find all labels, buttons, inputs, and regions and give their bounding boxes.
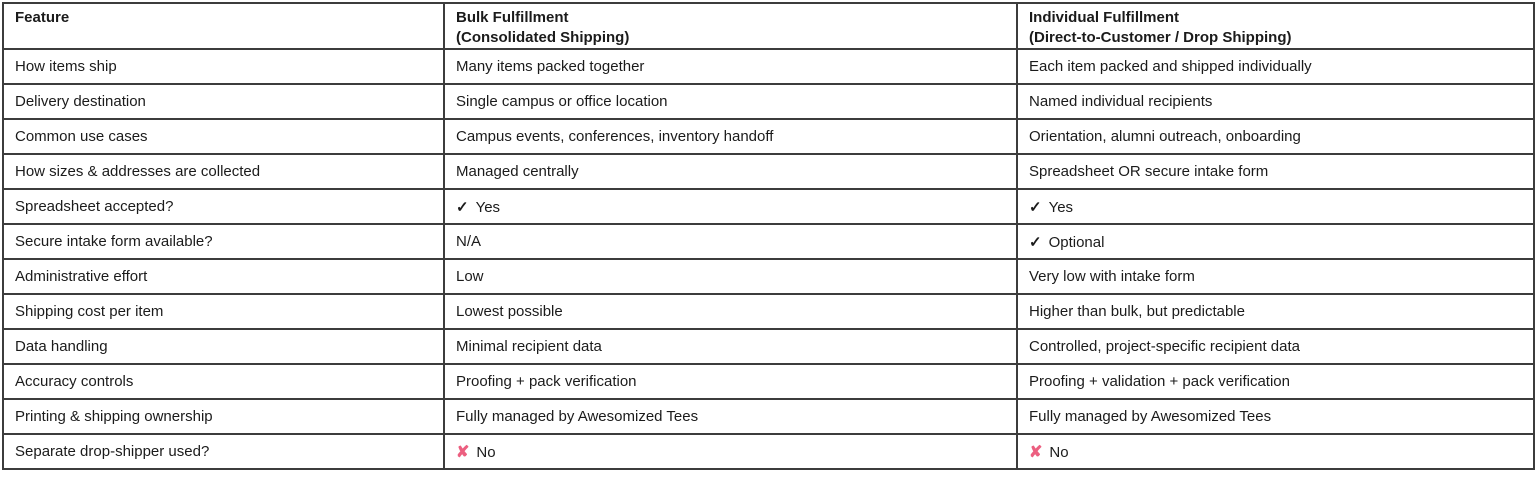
column-header-bulk-fulfillment: Bulk Fulfillment (Consolidated Shipping) xyxy=(443,2,1018,50)
bulk-cell: Many items packed together xyxy=(443,48,1018,85)
cell-text: No xyxy=(1049,443,1069,461)
cell-text: Managed centrally xyxy=(456,163,579,180)
cell-text: Low xyxy=(456,268,484,285)
feature-cell: How items ship xyxy=(2,48,445,85)
cross-icon: ✘ xyxy=(456,443,470,461)
individual-cell: Each item packed and shipped individuall… xyxy=(1016,48,1535,85)
bulk-cell: Managed centrally xyxy=(443,153,1018,190)
cell-text: Controlled, project-specific recipient d… xyxy=(1029,338,1300,355)
feature-label: Printing & shipping ownership xyxy=(15,408,213,425)
feature-cell: Data handling xyxy=(2,328,445,365)
cell-text: Fully managed by Awesomized Tees xyxy=(1029,408,1272,425)
cell-text: Lowest possible xyxy=(456,303,563,320)
feature-label: Accuracy controls xyxy=(15,373,134,390)
bulk-cell: Low xyxy=(443,258,1018,295)
header-row: Feature Bulk Fulfillment (Consolidated S… xyxy=(2,2,1535,50)
check-icon: ✓ xyxy=(1029,233,1042,251)
feature-cell: Spreadsheet accepted? xyxy=(2,188,445,225)
bulk-cell: Minimal recipient data xyxy=(443,328,1018,365)
cell-text: Campus events, conferences, inventory ha… xyxy=(456,128,774,145)
feature-cell: Printing & shipping ownership xyxy=(2,398,445,435)
individual-cell: Proofing + validation + pack verificatio… xyxy=(1016,363,1535,400)
cell-text: Higher than bulk, but predictable xyxy=(1029,303,1245,320)
table-row: Printing & shipping ownership Fully manag… xyxy=(2,398,1535,435)
table-row: Delivery destination Single campus or off… xyxy=(2,83,1535,120)
column-header-label: Bulk Fulfillment xyxy=(456,9,569,26)
individual-cell: Fully managed by Awesomized Tees xyxy=(1016,398,1535,435)
bulk-cell: Campus events, conferences, inventory ha… xyxy=(443,118,1018,155)
individual-cell: Spreadsheet OR secure intake form xyxy=(1016,153,1535,190)
feature-label: Common use cases xyxy=(15,128,148,145)
cell-text: Optional xyxy=(1048,233,1105,251)
cell-text: Spreadsheet OR secure intake form xyxy=(1029,163,1269,180)
individual-cell: Very low with intake form xyxy=(1016,258,1535,295)
cell-text: Yes xyxy=(1048,198,1074,216)
feature-label: How sizes & addresses are collected xyxy=(15,163,261,180)
feature-label: How items ship xyxy=(15,58,117,75)
cell-text: Minimal recipient data xyxy=(456,338,602,355)
feature-label: Delivery destination xyxy=(15,93,146,110)
cell-text: Named individual recipients xyxy=(1029,93,1213,110)
column-header-sublabel: (Consolidated Shipping) xyxy=(456,29,630,46)
feature-cell: Separate drop-shipper used? xyxy=(2,433,445,470)
bulk-cell: Lowest possible xyxy=(443,293,1018,330)
table-row: How sizes & addresses are collected Manag… xyxy=(2,153,1535,190)
bulk-cell: N/A xyxy=(443,223,1018,260)
individual-cell: Higher than bulk, but predictable xyxy=(1016,293,1535,330)
feature-cell: Secure intake form available? xyxy=(2,223,445,260)
bulk-cell: Fully managed by Awesomized Tees xyxy=(443,398,1018,435)
individual-cell: ✓ Optional xyxy=(1016,223,1535,260)
feature-label: Spreadsheet accepted? xyxy=(15,198,174,215)
feature-cell: Accuracy controls xyxy=(2,363,445,400)
cell-text: Proofing + validation + pack verificatio… xyxy=(1029,373,1290,390)
table-row: Common use cases Campus events, conferenc… xyxy=(2,118,1535,155)
bulk-cell: Proofing + pack verification xyxy=(443,363,1018,400)
bulk-cell: Single campus or office location xyxy=(443,83,1018,120)
check-icon: ✓ xyxy=(456,198,469,216)
table-row: Shipping cost per item Lowest possible Hig… xyxy=(2,293,1535,330)
cell-text: No xyxy=(476,443,496,461)
feature-cell: How sizes & addresses are collected xyxy=(2,153,445,190)
table-row: Separate drop-shipper used? ✘ No ✘ No xyxy=(2,433,1535,470)
feature-label: Separate drop-shipper used? xyxy=(15,443,210,460)
bulk-cell: ✘ No xyxy=(443,433,1018,470)
cell-text: N/A xyxy=(456,233,482,250)
cell-text: Each item packed and shipped individuall… xyxy=(1029,58,1312,75)
feature-label: Shipping cost per item xyxy=(15,303,164,320)
bulk-cell: ✓ Yes xyxy=(443,188,1018,225)
feature-label: Data handling xyxy=(15,338,108,355)
feature-cell: Common use cases xyxy=(2,118,445,155)
cell-text: Very low with intake form xyxy=(1029,268,1195,285)
individual-cell: Orientation, alumni outreach, onboarding xyxy=(1016,118,1535,155)
cell-text: Orientation, alumni outreach, onboarding xyxy=(1029,128,1301,145)
table-row: How items ship Many items packed together… xyxy=(2,48,1535,85)
table-row: Data handling Minimal recipient data Contr… xyxy=(2,328,1535,365)
column-header-individual-fulfillment: Individual Fulfillment (Direct-to-Custom… xyxy=(1016,2,1535,50)
column-header-label: Feature xyxy=(15,9,70,26)
table-row: Secure intake form available? N/A ✓ Optiona… xyxy=(2,223,1535,260)
table-row: Accuracy controls Proofing + pack verific… xyxy=(2,363,1535,400)
cell-text: Many items packed together xyxy=(456,58,645,75)
feature-cell: Shipping cost per item xyxy=(2,293,445,330)
cell-text: Fully managed by Awesomized Tees xyxy=(456,408,699,425)
individual-cell: ✓ Yes xyxy=(1016,188,1535,225)
column-header-label: Individual Fulfillment xyxy=(1029,9,1179,26)
feature-cell: Delivery destination xyxy=(2,83,445,120)
cell-text: Proofing + pack verification xyxy=(456,373,637,390)
individual-cell: Named individual recipients xyxy=(1016,83,1535,120)
individual-cell: Controlled, project-specific recipient d… xyxy=(1016,328,1535,365)
check-icon: ✓ xyxy=(1029,198,1042,216)
column-header-feature: Feature xyxy=(2,2,445,50)
cross-icon: ✘ xyxy=(1029,443,1043,461)
table-row: Spreadsheet accepted? ✓ Yes ✓ Yes xyxy=(2,188,1535,225)
feature-cell: Administrative effort xyxy=(2,258,445,295)
cell-text: Yes xyxy=(475,198,501,216)
column-header-sublabel: (Direct-to-Customer / Drop Shipping) xyxy=(1029,29,1292,46)
individual-cell: ✘ No xyxy=(1016,433,1535,470)
feature-label: Secure intake form available? xyxy=(15,233,213,250)
feature-label: Administrative effort xyxy=(15,268,148,285)
table-row: Administrative effort Low Very low with in… xyxy=(2,258,1535,295)
comparison-table: Feature Bulk Fulfillment (Consolidated S… xyxy=(2,2,1535,470)
cell-text: Single campus or office location xyxy=(456,93,668,110)
